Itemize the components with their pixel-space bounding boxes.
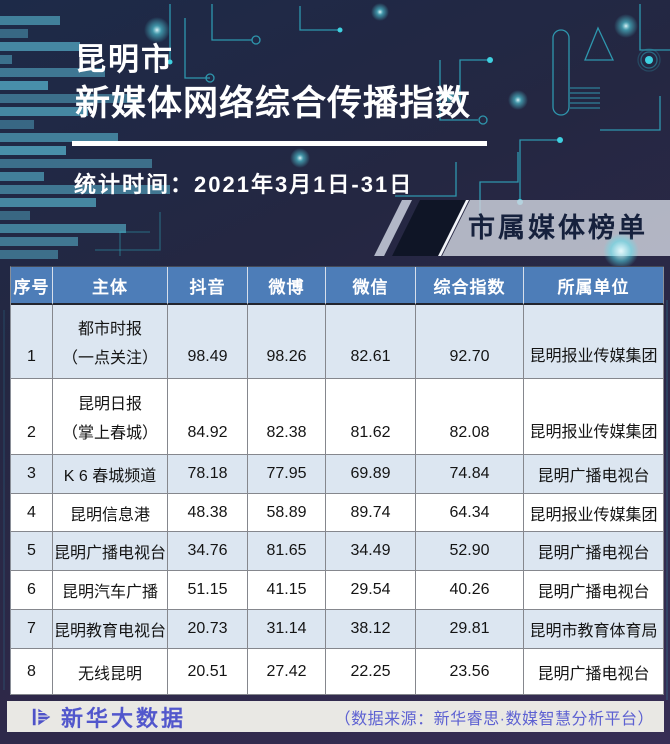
page-title-index: 新媒体网络综合传播指数 <box>75 84 472 123</box>
media-name-line: K 6 春城频道 <box>63 468 157 485</box>
media-name-cell: 昆明教育电视台 <box>53 610 168 649</box>
weibo-score-cell: 77.95 <box>248 455 326 494</box>
table-row: 6 昆明汽车广播 51.15 41.15 29.54 40.26 昆明广播电视台 <box>11 571 664 610</box>
weixin-score-cell: 34.49 <box>326 532 416 571</box>
weixin-score-cell: 82.61 <box>326 305 416 379</box>
org-cell: 昆明广播电视台 <box>524 455 664 494</box>
weixin-score-cell: 69.89 <box>326 455 416 494</box>
composite-score-cell: 74.84 <box>416 455 524 494</box>
org-cell: 昆明报业传媒集团 <box>524 305 664 379</box>
column-header-media: 主体 <box>53 267 168 305</box>
rank-cell: 3 <box>11 455 53 494</box>
weibo-score-cell: 31.14 <box>248 610 326 649</box>
column-header-composite: 综合指数 <box>416 267 524 305</box>
column-header-weibo: 微博 <box>248 267 326 305</box>
composite-score-cell: 92.70 <box>416 305 524 379</box>
table-row: 2 昆明日报 （掌上春城） 84.92 82.38 81.62 82.08 昆明报业传媒集团 <box>11 379 664 455</box>
douyin-score-cell: 78.18 <box>168 455 248 494</box>
page-title-city: 昆明市 <box>75 42 174 77</box>
title-underline <box>72 141 487 146</box>
footer-bar: 新华大数据 （数据来源：新华睿思·数媒智慧分析平台） <box>7 701 664 732</box>
weixin-score-cell: 29.54 <box>326 571 416 610</box>
douyin-score-cell: 20.51 <box>168 649 248 695</box>
douyin-score-cell: 20.73 <box>168 610 248 649</box>
badge-glow-dot <box>603 233 639 269</box>
rank-cell: 1 <box>11 305 53 379</box>
media-name-line: 昆明广播电视台 <box>53 545 166 562</box>
org-cell: 昆明广播电视台 <box>524 649 664 695</box>
media-name-line: （一点关注） <box>61 349 158 367</box>
weixin-score-cell: 22.25 <box>326 649 416 695</box>
media-name-line: 昆明汽车广播 <box>61 584 158 601</box>
rank-cell: 6 <box>11 571 53 610</box>
table-row: 5 昆明广播电视台 34.76 81.65 34.49 52.90 昆明广播电视台 <box>11 532 664 571</box>
media-name-line: 昆明日报 <box>77 396 142 413</box>
weibo-score-cell: 41.15 <box>248 571 326 610</box>
douyin-score-cell: 48.38 <box>168 494 248 532</box>
weixin-score-cell: 89.74 <box>326 494 416 532</box>
media-name-cell: 无线昆明 <box>53 649 168 695</box>
media-name-line: 无线昆明 <box>77 665 142 683</box>
org-cell: 昆明报业传媒集团 <box>524 379 664 455</box>
ranking-table: 序号 主体 抖音 微博 微信 综合指数 所属单位 1 都市时报 （一点关注） 98.4… <box>10 266 664 695</box>
composite-score-cell: 40.26 <box>416 571 524 610</box>
media-name-line: 昆明教育电视台 <box>53 623 166 640</box>
rank-cell: 7 <box>11 610 53 649</box>
composite-score-cell: 64.34 <box>416 494 524 532</box>
weixin-score-cell: 38.12 <box>326 610 416 649</box>
org-cell: 昆明广播电视台 <box>524 532 664 571</box>
org-cell: 昆明广播电视台 <box>524 571 664 610</box>
media-name-cell: 昆明信息港 <box>53 494 168 532</box>
table-row: 1 都市时报 （一点关注） 98.49 98.26 82.61 92.70 昆明报业传媒集团 <box>11 305 664 379</box>
org-cell: 昆明市教育体育局 <box>524 610 664 649</box>
media-name-line: （掌上春城） <box>61 425 158 442</box>
composite-score-cell: 23.56 <box>416 649 524 695</box>
douyin-score-cell: 51.15 <box>168 571 248 610</box>
table-row: 4 昆明信息港 48.38 58.89 89.74 64.34 昆明报业传媒集团 <box>11 494 664 532</box>
table-row: 8 无线昆明 20.51 27.42 22.25 23.56 昆明广播电视台 <box>11 649 664 695</box>
table-row: 3 K 6 春城频道 78.18 77.95 69.89 74.84 昆明广播电视台 <box>11 455 664 494</box>
media-name-cell: 昆明广播电视台 <box>53 532 168 571</box>
weibo-score-cell: 98.26 <box>248 305 326 379</box>
douyin-score-cell: 98.49 <box>168 305 248 379</box>
composite-score-cell: 82.08 <box>416 379 524 455</box>
douyin-score-cell: 34.76 <box>168 532 248 571</box>
table-header-row: 序号 主体 抖音 微博 微信 综合指数 所属单位 <box>11 267 664 305</box>
column-header-rank: 序号 <box>11 267 53 305</box>
glow-dots <box>144 3 638 168</box>
media-name-cell: 昆明日报 （掌上春城） <box>53 379 168 455</box>
rank-cell: 4 <box>11 494 53 532</box>
media-name-cell: K 6 春城频道 <box>53 455 168 494</box>
table-row: 7 昆明教育电视台 20.73 31.14 38.12 29.81 昆明市教育体育局 <box>11 610 664 649</box>
column-header-weixin: 微信 <box>326 267 416 305</box>
rank-cell: 2 <box>11 379 53 455</box>
media-name-cell: 都市时报 （一点关注） <box>53 305 168 379</box>
data-source-note: （数据来源：新华睿思·数媒智慧分析平台） <box>334 710 654 728</box>
ranking-table-body: 1 都市时报 （一点关注） 98.49 98.26 82.61 92.70 昆明报业传媒集团 2… <box>11 305 664 695</box>
stat-time-label: 统计时间：2021年3月1日-31日 <box>74 172 414 197</box>
brand-name: 新华大数据 <box>61 705 187 731</box>
xinhua-bigdata-logo-icon <box>31 706 53 728</box>
weibo-score-cell: 58.89 <box>248 494 326 532</box>
weibo-score-cell: 82.38 <box>248 379 326 455</box>
left-bar-pattern <box>0 16 170 259</box>
media-name-line: 昆明信息港 <box>69 506 150 524</box>
media-name-cell: 昆明汽车广播 <box>53 571 168 610</box>
douyin-score-cell: 84.92 <box>168 379 248 455</box>
weibo-score-cell: 81.65 <box>248 532 326 571</box>
rank-cell: 5 <box>11 532 53 571</box>
media-name-line: 都市时报 <box>77 321 142 339</box>
weibo-score-cell: 27.42 <box>248 649 326 695</box>
composite-score-cell: 29.81 <box>416 610 524 649</box>
rank-cell: 8 <box>11 649 53 695</box>
weixin-score-cell: 81.62 <box>326 379 416 455</box>
circuit-traces <box>3 4 670 700</box>
org-cell: 昆明报业传媒集团 <box>524 494 664 532</box>
column-header-douyin: 抖音 <box>168 267 248 305</box>
composite-score-cell: 52.90 <box>416 532 524 571</box>
column-header-org: 所属单位 <box>524 267 664 305</box>
